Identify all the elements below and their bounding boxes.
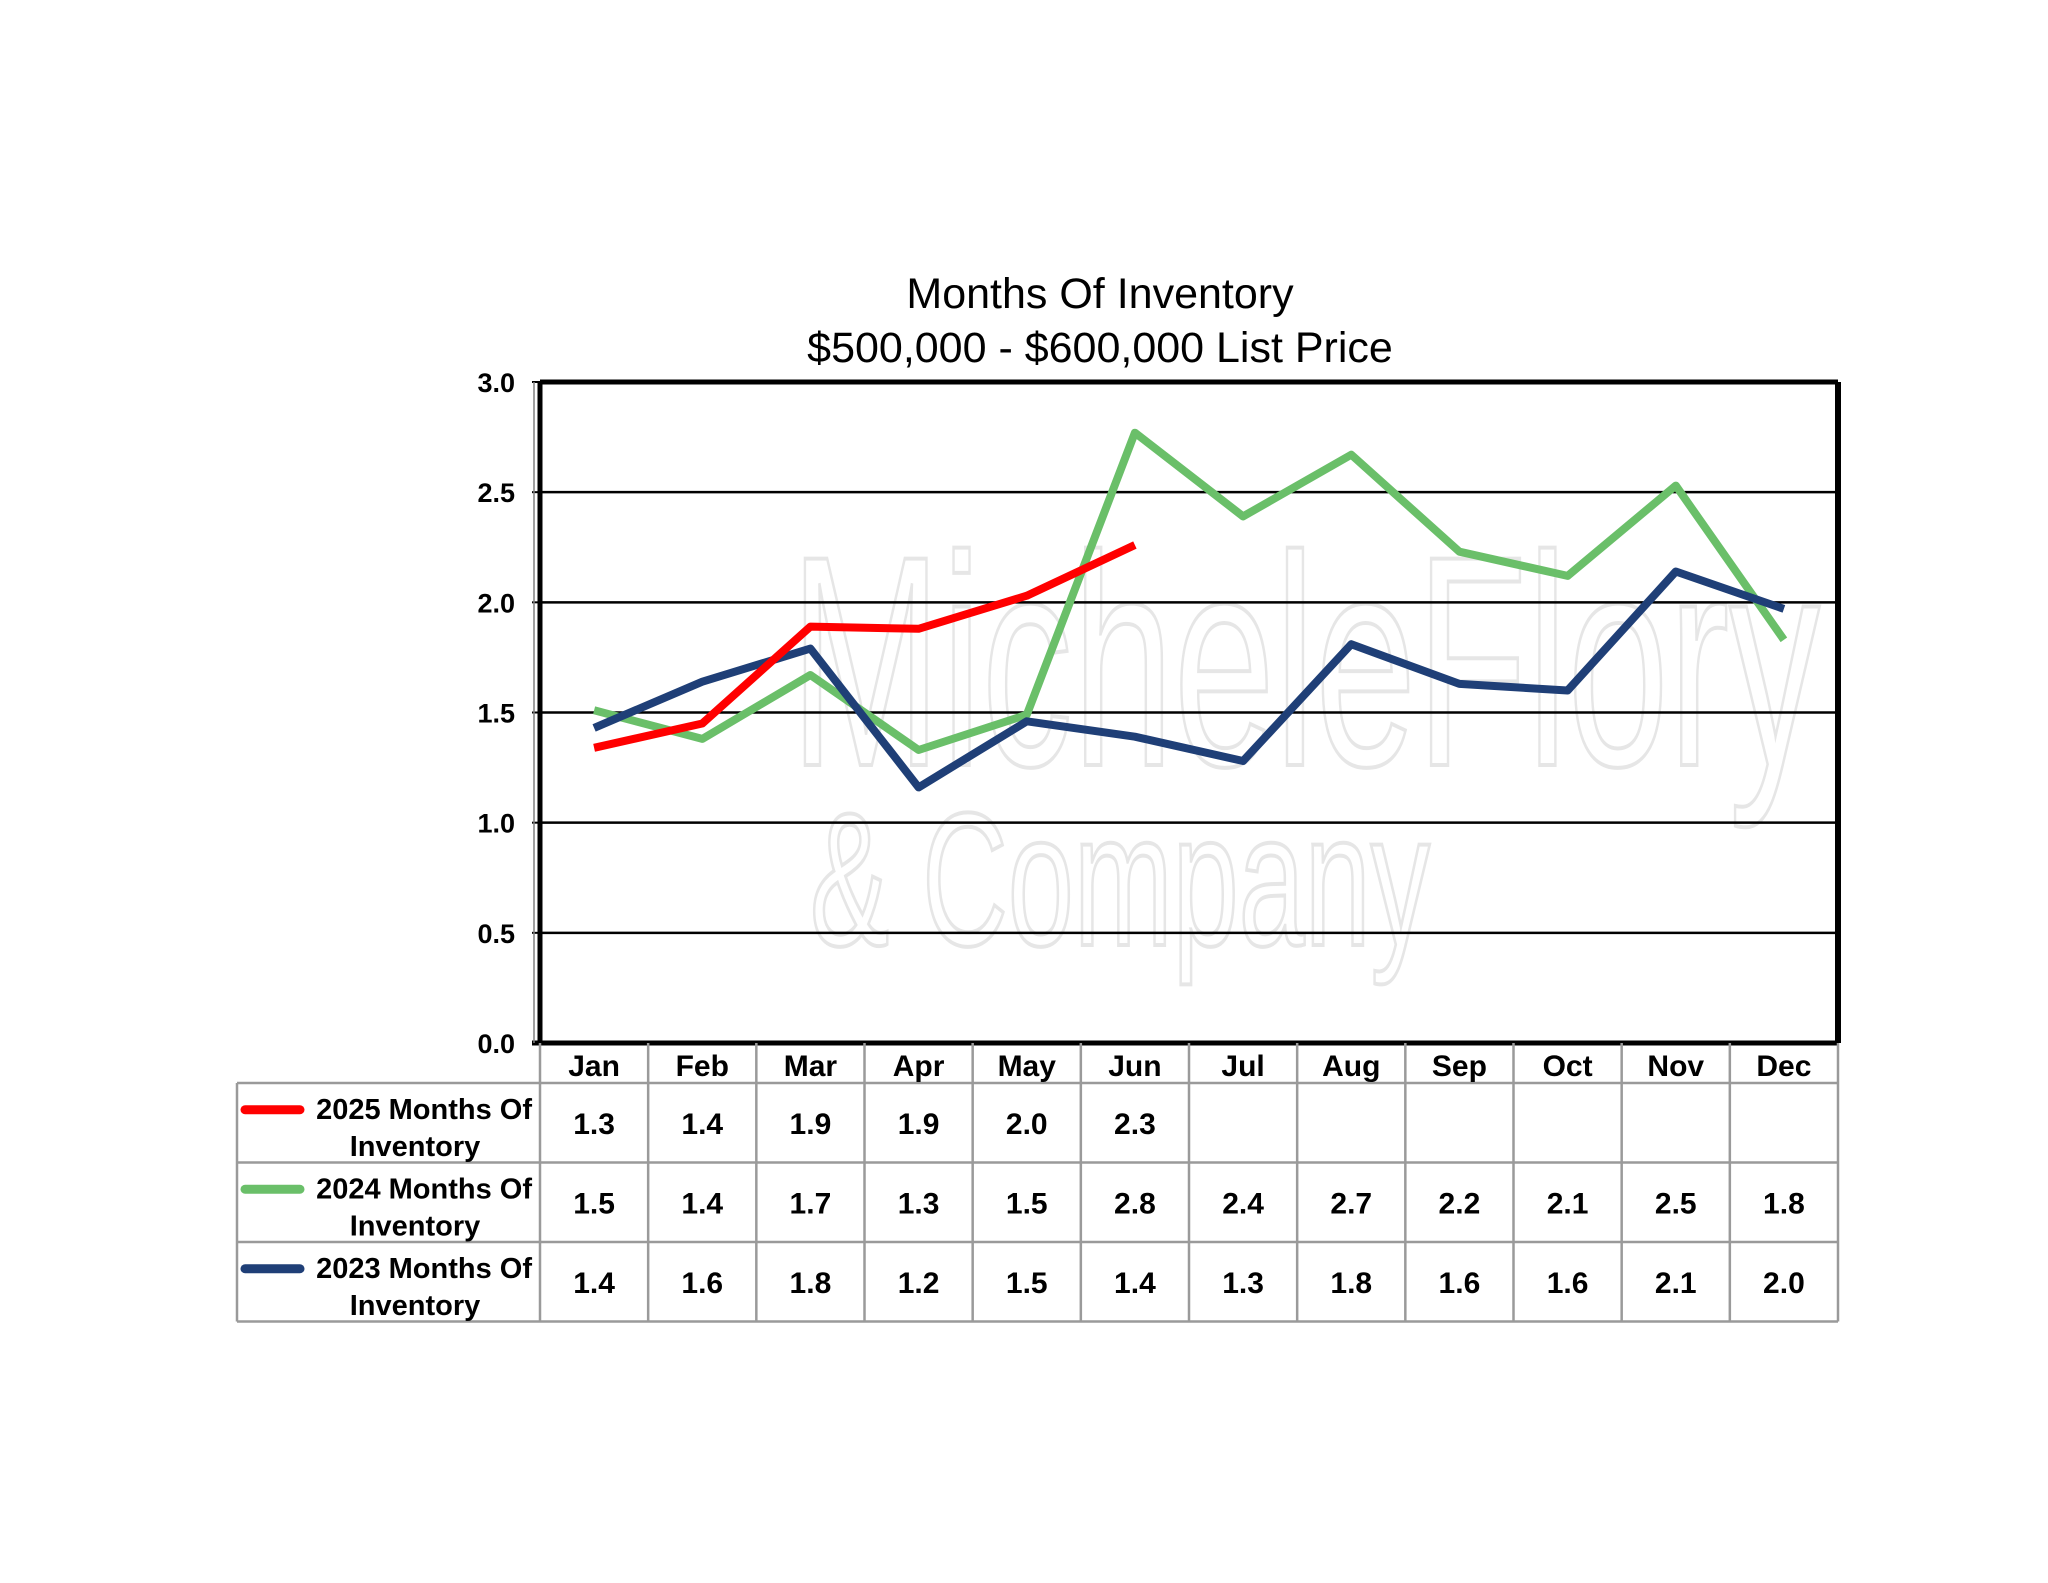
table-cell-value: 1.4 <box>1114 1267 1156 1300</box>
table-cell-value: 1.8 <box>1763 1187 1805 1220</box>
y-tick-label: 1.5 <box>477 699 515 729</box>
table-cell-value: 1.5 <box>573 1187 615 1220</box>
watermark-line-2: & Company <box>810 774 1430 986</box>
x-tick-label: Oct <box>1543 1050 1593 1083</box>
table-cell-value: 1.3 <box>898 1187 940 1220</box>
table-cell-value: 2.3 <box>1114 1108 1156 1141</box>
x-tick-label: Jun <box>1108 1050 1161 1083</box>
data-table: Jan Feb Mar Apr May Jun Jul Aug Sep Oct Nov Dec 2025… <box>235 1043 1840 1323</box>
table-cell-value: 1.4 <box>681 1108 723 1141</box>
y-tick-label: 2.5 <box>477 478 515 508</box>
x-tick-label: Apr <box>893 1050 945 1083</box>
table-cell-value: 1.4 <box>573 1267 615 1300</box>
x-tick-label: Mar <box>784 1050 838 1083</box>
x-tick-label: Nov <box>1647 1050 1704 1083</box>
table-cell-value: 2.1 <box>1547 1187 1589 1220</box>
table-cell-value: 1.7 <box>790 1187 832 1220</box>
table-cell-value: 1.5 <box>1006 1267 1048 1300</box>
table-cell-value: 1.3 <box>1222 1267 1264 1300</box>
legend-label: Inventory <box>350 1290 481 1322</box>
chart-title: Months Of Inventory <box>906 270 1294 318</box>
x-tick-label: Aug <box>1322 1050 1380 1083</box>
table-cell-value: 1.2 <box>898 1267 940 1300</box>
legend-label: 2024 Months Of <box>316 1173 532 1205</box>
x-tick-label: Dec <box>1756 1050 1811 1083</box>
x-tick-label: Jan <box>568 1050 620 1083</box>
table-cell-value: 2.4 <box>1222 1187 1264 1220</box>
x-tick-label: Jul <box>1221 1050 1264 1083</box>
y-tick-label: 0.5 <box>477 919 515 949</box>
series-line-2023 <box>592 567 1786 792</box>
table-cell-value: 1.9 <box>790 1108 832 1141</box>
table-cell-value: 1.6 <box>681 1267 723 1300</box>
plot-frame <box>532 379 1841 1046</box>
y-tick-label: 0.0 <box>477 1029 515 1059</box>
table-cell-value: 1.8 <box>1330 1267 1372 1300</box>
legend-label: Inventory <box>350 1210 481 1242</box>
legend-label: 2025 Months Of <box>316 1094 532 1126</box>
x-tick-label: Feb <box>676 1050 729 1083</box>
table-cell-value: 2.2 <box>1439 1187 1481 1220</box>
watermark: MicheleFlory & Company <box>788 491 1822 988</box>
legend-label: Inventory <box>350 1131 481 1163</box>
y-tick-label: 3.0 <box>477 368 515 398</box>
watermark-line-1: MicheleFlory <box>790 493 1820 831</box>
y-tick-label: 2.0 <box>477 588 515 618</box>
table-cell-value: 1.4 <box>681 1187 723 1220</box>
table-cell-value: 1.6 <box>1547 1267 1589 1300</box>
table-cell-value: 1.3 <box>573 1108 615 1141</box>
y-tick-label: 1.0 <box>477 809 515 839</box>
table-cell-value: 2.8 <box>1114 1187 1156 1220</box>
table-cell-value: 2.0 <box>1763 1267 1805 1300</box>
table-cell-value: 1.6 <box>1439 1267 1481 1300</box>
x-tick-label: Sep <box>1432 1050 1487 1083</box>
table-cell-value: 2.1 <box>1655 1267 1697 1300</box>
table-cell-value: 2.5 <box>1655 1187 1697 1220</box>
x-tick-label: May <box>998 1050 1057 1083</box>
gridlines <box>540 490 1838 935</box>
table-cell-value: 1.8 <box>790 1267 832 1300</box>
table-cell-value: 1.9 <box>898 1108 940 1141</box>
series-line-2025 <box>593 541 1137 752</box>
series-lines <box>592 428 1788 792</box>
y-axis: 0.0 0.5 1.0 1.5 2.0 2.5 3.0 <box>477 368 540 1059</box>
legend-label: 2023 Months Of <box>316 1253 532 1285</box>
series-line-2024 <box>593 428 1788 754</box>
table-cell-value: 2.7 <box>1330 1187 1372 1220</box>
table-cell-value: 1.5 <box>1006 1187 1048 1220</box>
chart-subtitle: $500,000 - $600,000 List Price <box>807 324 1393 372</box>
table-cell-value: 2.0 <box>1006 1108 1048 1141</box>
